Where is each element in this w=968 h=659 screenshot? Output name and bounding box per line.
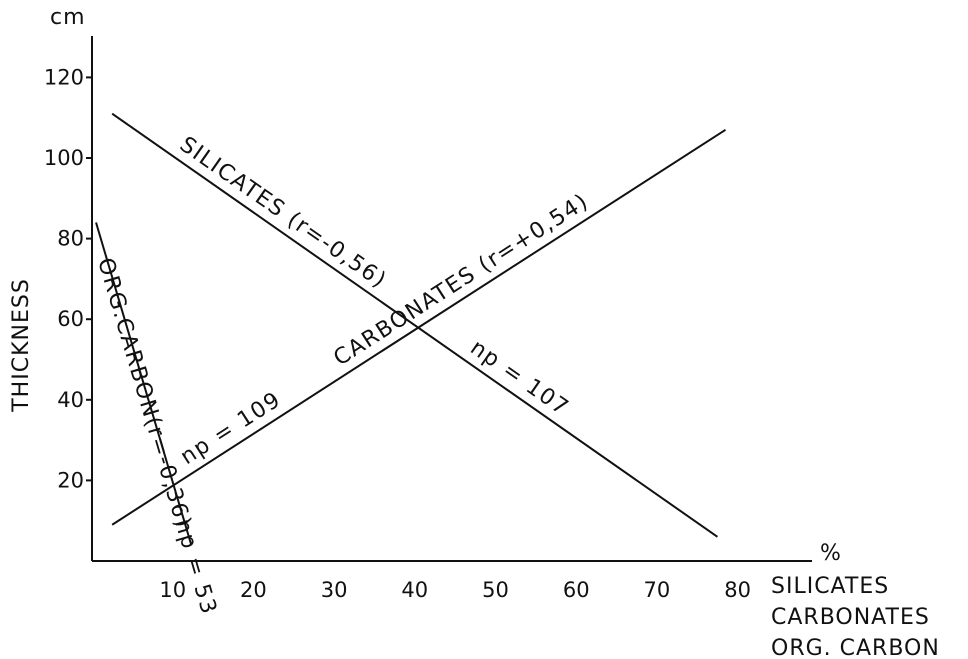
silicates-label: SILICATES (r=-0,56) bbox=[175, 132, 391, 294]
x-axis-title-carbonates: CARBONATES bbox=[771, 605, 930, 630]
y-tick-label: 60 bbox=[57, 307, 84, 331]
x-tick-label: 30 bbox=[321, 578, 348, 602]
x-tick-label: 80 bbox=[724, 578, 751, 602]
x-tick-label: 50 bbox=[482, 578, 509, 602]
y-ticks: 20 40 60 80 100 120 bbox=[44, 65, 92, 492]
x-tick-label: 10 bbox=[159, 578, 186, 602]
y-tick-label: 100 bbox=[44, 146, 84, 170]
x-tick-label: 70 bbox=[644, 578, 671, 602]
y-tick-label: 120 bbox=[44, 65, 84, 89]
series-lines bbox=[95, 112, 727, 546]
axes bbox=[91, 36, 812, 562]
y-tick-label: 20 bbox=[57, 468, 84, 492]
y-axis-title: THICKNESS bbox=[9, 278, 34, 413]
silicates-line bbox=[111, 112, 718, 538]
x-ticks: 10 20 30 40 50 60 70 80 bbox=[159, 578, 751, 602]
y-tick-label: 80 bbox=[57, 227, 84, 251]
carbonates-line bbox=[111, 128, 727, 526]
y-tick-label: 40 bbox=[57, 388, 84, 412]
carbonates-np-label: np = 109 bbox=[176, 387, 286, 470]
x-tick-label: 20 bbox=[240, 578, 267, 602]
org-carbon-label: ORG.CARBON(r=-0,36) bbox=[92, 255, 196, 531]
x-axis-title-silicates: SILICATES bbox=[771, 574, 889, 599]
x-tick-label: 60 bbox=[563, 578, 590, 602]
org-carbon-line bbox=[95, 222, 193, 546]
x-tick-label: 40 bbox=[401, 578, 428, 602]
x-unit-label: % bbox=[820, 541, 842, 566]
y-unit-label: cm bbox=[50, 5, 86, 30]
silicates-np-label: np = 107 bbox=[466, 335, 574, 421]
x-axis-title-org-carbon: ORG. CARBON bbox=[771, 636, 940, 659]
org-carbon-np-label: np = 53 bbox=[169, 516, 221, 618]
